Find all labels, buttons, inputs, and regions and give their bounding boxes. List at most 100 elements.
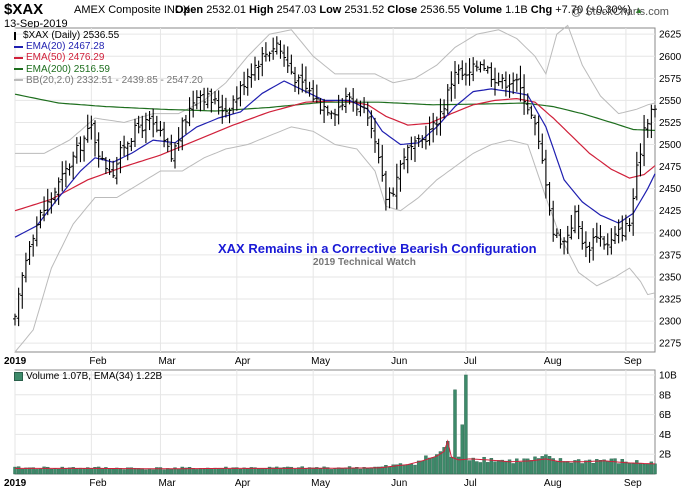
volume-bar <box>249 467 254 475</box>
volume-bar <box>373 466 377 475</box>
volume-bar <box>49 468 54 475</box>
volume-bar <box>42 466 46 475</box>
volume-bar <box>398 463 403 475</box>
volume-bar <box>75 468 79 475</box>
month-label: Apr <box>235 478 251 489</box>
brand-watermark[interactable]: @ StockCharts.com <box>571 6 669 18</box>
legend-item: EMA(50) 2476.29 <box>14 52 203 63</box>
volume-bar <box>296 467 301 475</box>
volume-bar <box>526 458 530 475</box>
price-tick-label: 2400 <box>659 228 682 239</box>
volume-bar <box>435 454 439 475</box>
volume-bar <box>467 460 472 475</box>
volume-bar <box>580 463 584 475</box>
volume-bar <box>576 459 581 475</box>
volume-bar <box>202 468 206 475</box>
volume-bar <box>129 467 134 475</box>
legend-item: $XAX (Daily) 2536.55 <box>14 30 203 41</box>
legend-item: EMA(200) 2516.59 <box>14 64 203 75</box>
volume-bar <box>133 467 137 475</box>
volume-bar <box>442 447 446 475</box>
volume-bar <box>140 468 144 475</box>
volume-bar <box>206 467 210 475</box>
volume-bar <box>453 389 457 475</box>
high-value: 2547.03 <box>276 4 317 16</box>
volume-bar <box>562 461 566 475</box>
volume-bar <box>307 467 312 475</box>
volume-bar <box>500 459 504 475</box>
volume-bar <box>151 469 155 475</box>
volume-bar <box>355 467 359 475</box>
volume-bar <box>507 459 512 475</box>
volume-bar <box>529 460 534 475</box>
volume-bar <box>227 468 232 475</box>
volume-bar <box>449 456 454 475</box>
volume-bar <box>184 467 188 475</box>
volume-bar <box>235 467 239 475</box>
volume-bar <box>89 468 94 475</box>
month-label: 2019 <box>4 478 27 489</box>
legend-swatch <box>14 45 23 48</box>
volume-bar <box>67 467 72 475</box>
volume-bar <box>318 468 323 475</box>
volume-bar <box>340 468 344 475</box>
volume-bar <box>162 469 166 475</box>
volume-bar <box>464 374 468 475</box>
close-value: 2536.55 <box>420 4 461 16</box>
month-label: May <box>311 478 330 489</box>
month-label: Jun <box>391 478 407 489</box>
volume-bar <box>478 462 483 475</box>
month-label: Sep <box>624 478 642 489</box>
volume-bar <box>64 468 68 475</box>
volume-bar <box>489 458 494 475</box>
volume-bar <box>438 451 443 475</box>
volume-tick-label: 8B <box>659 390 672 401</box>
volume-bar <box>173 467 177 475</box>
volume-legend-swatch <box>14 372 23 381</box>
volume-bar <box>322 466 326 475</box>
volume-bar <box>515 458 519 475</box>
legend-label: BB(20,2.0) 2332.51 - 2439.85 - 2547.20 <box>26 74 203 86</box>
volume-bar <box>278 467 283 475</box>
volume-bar <box>518 462 523 475</box>
volume-bar <box>416 460 421 475</box>
chart-date: 13-Sep-2019 <box>4 18 68 30</box>
volume-bar <box>24 467 28 475</box>
volume-bar <box>78 467 83 475</box>
volume-bar <box>35 469 39 475</box>
price-tick-label: 2525 <box>659 118 682 129</box>
price-tick-label: 2425 <box>659 206 682 217</box>
volume-tick-label: 10B <box>659 370 677 381</box>
volume-legend: Volume 1.07B, EMA(34) 1.22B <box>14 371 162 382</box>
ema20-line <box>14 80 656 238</box>
volume-bar <box>595 459 599 475</box>
volume-bar <box>598 460 603 475</box>
volume-bar <box>387 466 392 475</box>
volume-bar <box>431 457 435 475</box>
volume-bar <box>60 466 64 475</box>
volume-bar <box>271 467 275 475</box>
high-label: High <box>249 4 274 16</box>
volume-bar <box>587 459 592 475</box>
volume-legend-label: Volume 1.07B, EMA(34) 1.22B <box>26 371 163 382</box>
volume-bar <box>38 468 43 475</box>
volume-bar <box>115 467 119 475</box>
month-label: 2019 <box>4 356 27 367</box>
month-label: Aug <box>544 478 562 489</box>
price-bar-icon <box>14 31 16 40</box>
volume-bar <box>646 463 650 475</box>
low-label: Low <box>319 4 342 16</box>
volume-bar <box>456 456 461 475</box>
symbol-title: $XAX <box>4 1 44 18</box>
volume-bar <box>224 466 228 475</box>
month-label: Jul <box>464 356 477 367</box>
volume-ema-line <box>15 439 656 470</box>
close-label: Close <box>387 4 418 16</box>
volume-bar <box>311 467 315 475</box>
price-tick-label: 2475 <box>659 162 682 173</box>
volume-bar <box>246 468 250 475</box>
volume-bar <box>304 468 308 475</box>
month-label: Aug <box>544 356 562 367</box>
volume-bar <box>231 467 235 475</box>
volume-bar <box>176 468 181 475</box>
